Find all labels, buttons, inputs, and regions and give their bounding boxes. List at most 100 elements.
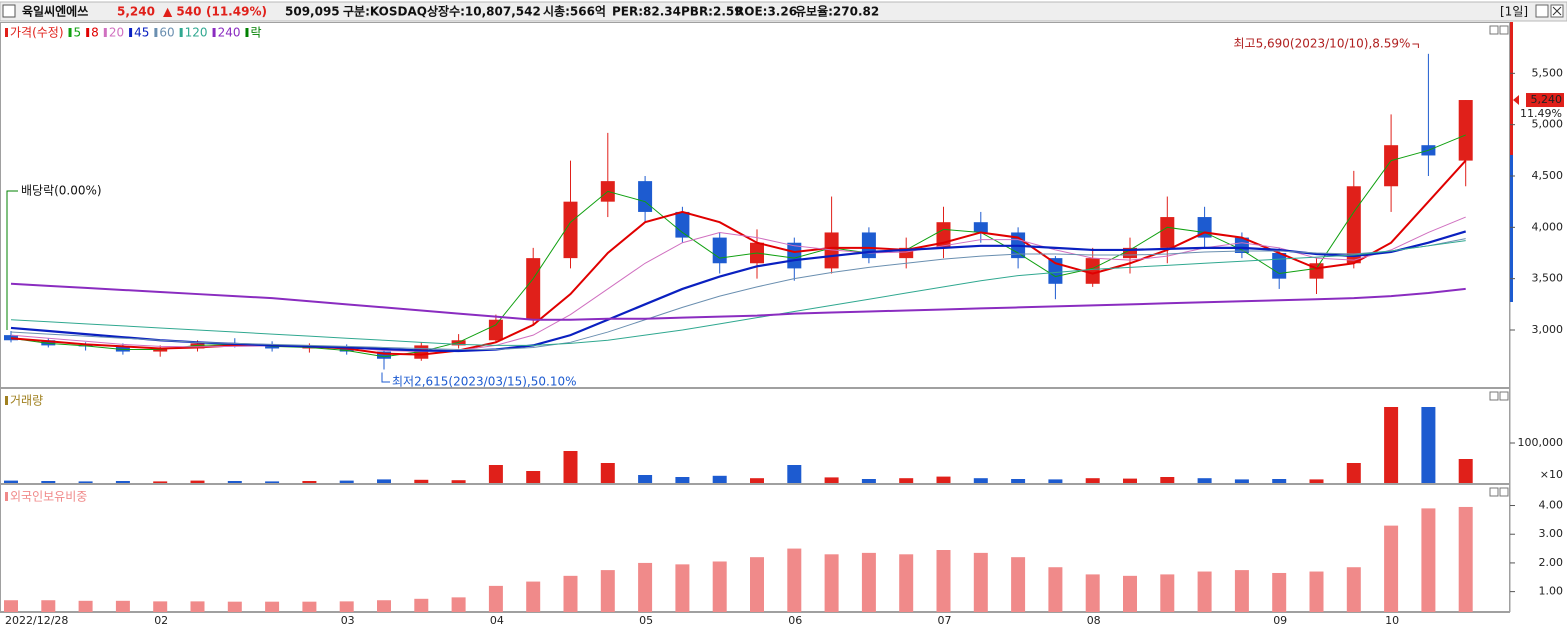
minimize-button[interactable] xyxy=(1535,4,1549,18)
panel-button[interactable] xyxy=(1489,487,1499,497)
y-tick-label: 4,500 xyxy=(1532,169,1564,182)
bar xyxy=(1234,479,1249,483)
panel-button[interactable] xyxy=(1499,391,1509,401)
bar xyxy=(41,600,56,612)
y-tick-label: 5,000 xyxy=(1532,118,1564,131)
range-up xyxy=(1510,22,1513,155)
candle-body xyxy=(1384,145,1399,187)
candle-body xyxy=(190,343,205,349)
candle-body xyxy=(638,181,653,212)
candle-body xyxy=(787,242,802,269)
y-tick-label: 2.00 xyxy=(1539,556,1564,569)
bar xyxy=(973,552,988,612)
price-tag xyxy=(1526,93,1564,108)
candle-body xyxy=(1458,100,1473,161)
candle-body xyxy=(675,211,690,238)
panel-title: 외국인보유비중 xyxy=(10,490,87,504)
bar xyxy=(861,552,876,612)
bar xyxy=(750,557,764,612)
bar xyxy=(861,479,876,483)
bar xyxy=(712,475,727,483)
checkbox[interactable] xyxy=(2,4,16,18)
legend-swatch xyxy=(245,28,249,37)
candle-body xyxy=(973,222,988,233)
change: ▲ 540 xyxy=(163,5,201,19)
unit-label: ×10 xyxy=(1540,468,1563,481)
bar xyxy=(265,481,280,483)
legend-label: 45 xyxy=(134,26,149,40)
legend-swatch xyxy=(86,28,90,37)
price-tag-label: 5,240 xyxy=(1531,93,1563,106)
y-tick-label: 100,000 xyxy=(1518,436,1564,449)
candle-body xyxy=(526,258,541,320)
period[interactable]: [1일] xyxy=(1500,5,1528,19)
bar xyxy=(1011,557,1026,612)
bar xyxy=(1384,407,1399,483)
bar xyxy=(451,597,466,612)
bar xyxy=(1346,463,1361,483)
x-tick-label: 05 xyxy=(639,614,653,627)
range-down xyxy=(1510,155,1513,302)
panel-button[interactable] xyxy=(1499,487,1509,497)
legend-swatch xyxy=(103,28,107,37)
bar xyxy=(600,570,615,612)
bar xyxy=(1048,567,1063,612)
y-tick-label: 3,000 xyxy=(1532,323,1564,336)
volume: 509,095 xyxy=(285,5,340,19)
candle-body xyxy=(115,346,130,352)
candle-body xyxy=(153,348,168,352)
bar xyxy=(1458,459,1473,483)
legend-swatch xyxy=(68,28,72,37)
candle-body xyxy=(41,340,56,346)
bar xyxy=(190,601,205,612)
bar xyxy=(563,575,578,612)
bar xyxy=(675,477,690,483)
bar xyxy=(600,463,615,483)
y-tick-label: 4.00 xyxy=(1539,499,1564,512)
reserve: 유보율:270.82 xyxy=(795,5,879,19)
bar xyxy=(414,479,429,483)
bar xyxy=(377,600,391,612)
panel-button[interactable] xyxy=(1489,25,1499,35)
annotation-arrow xyxy=(1412,43,1419,48)
bar xyxy=(638,562,653,612)
candle-body xyxy=(377,351,391,359)
x-tick-label: 08 xyxy=(1087,614,1101,627)
candle-body xyxy=(302,347,317,349)
x-tick-label: 10 xyxy=(1385,614,1399,627)
candle-body xyxy=(712,237,727,264)
bar xyxy=(4,480,18,483)
y-tick-label: 3,500 xyxy=(1532,272,1564,285)
candle-body xyxy=(861,232,876,259)
bar xyxy=(1384,525,1399,612)
bar xyxy=(190,480,205,483)
bar xyxy=(78,600,93,612)
change-rate: (11.49%) xyxy=(206,5,267,19)
bar xyxy=(339,480,354,483)
bar xyxy=(899,554,914,612)
bar xyxy=(41,481,56,483)
bar xyxy=(1234,570,1249,612)
bar xyxy=(115,481,130,483)
panel-button[interactable] xyxy=(1489,391,1499,401)
legend-label: 락 xyxy=(250,26,261,40)
panel-button[interactable] xyxy=(1499,25,1509,35)
bar xyxy=(153,481,168,483)
bar xyxy=(750,478,764,483)
bar xyxy=(824,477,839,483)
bar xyxy=(1197,478,1212,483)
bar xyxy=(787,548,802,612)
candle-body xyxy=(1085,258,1100,284)
header-bar xyxy=(0,1,1567,22)
y-tick-label: 1.00 xyxy=(1539,585,1564,598)
bar xyxy=(675,564,690,612)
y-tick-label: 3.00 xyxy=(1539,527,1564,540)
annotation-dividend: 배당락(0.00%) xyxy=(21,184,102,198)
cap: 시총:566억 xyxy=(543,4,606,19)
bar xyxy=(1272,479,1287,483)
bar xyxy=(712,561,727,612)
x-tick-label: 09 xyxy=(1273,614,1287,627)
panel-title-swatch xyxy=(5,492,8,501)
bar xyxy=(526,471,541,483)
